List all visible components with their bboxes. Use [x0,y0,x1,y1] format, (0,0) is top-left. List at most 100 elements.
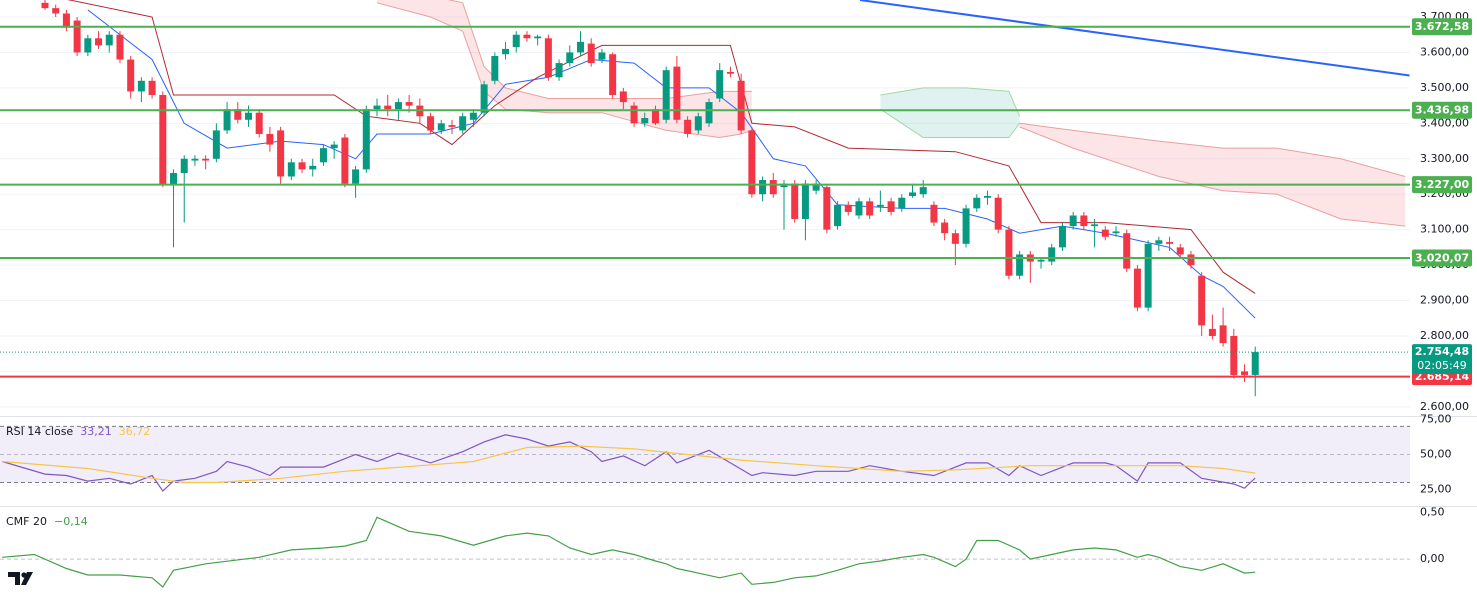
candle-body [502,48,510,55]
candle-body [898,197,906,209]
level-label-box [1412,176,1472,194]
candle-body [919,187,927,195]
candle-body [801,183,809,220]
candle-body [587,43,595,64]
candle-body [137,80,145,92]
cloud-edge [880,87,1021,117]
candle-body [309,165,317,170]
candle-body [1241,371,1249,375]
candle-body [319,148,327,163]
candle-body [941,222,949,234]
candle-body [737,80,745,131]
candle-body [523,34,531,39]
candle-body [1166,242,1174,244]
candle-body [73,20,81,53]
last-price-label: 2.754,48 [1415,345,1469,358]
rsi-band [0,426,1410,483]
candle-body [641,118,649,124]
candle-body [180,158,188,173]
y-tick-label: 3.400,00 [1420,116,1469,129]
level-label: 3.672,58 [1415,20,1469,33]
indicator-value: 33,21 [80,425,112,438]
candle-body [930,204,938,223]
candle-body [116,34,124,60]
y-tick-label: 2.800,00 [1420,329,1469,342]
level-label: 3.227,00 [1415,178,1470,191]
candle-body [1005,229,1013,276]
candle-body [1198,275,1206,326]
candle-body [630,105,638,124]
cloud-edge [447,0,752,99]
candle-body [823,187,831,230]
candle-body [212,130,220,159]
cloud-edge [880,108,1020,138]
candle-body [255,112,263,134]
candle-body [341,137,349,184]
indicator-value: 36,72 [119,425,151,438]
candle-body [52,8,60,14]
y-tick-label: 3.600,00 [1420,45,1469,58]
candle-body [662,70,670,120]
candle-body [983,195,991,198]
candle-body [887,201,895,212]
y-tick-label: 3.100,00 [1420,223,1469,236]
y-tick-label: 2.900,00 [1420,294,1469,307]
candle-body [1219,325,1227,344]
candle-body [1080,215,1088,227]
candle-body [1230,335,1238,375]
candle-body [427,116,435,131]
candle-body [855,201,863,216]
indicator-value: −0,14 [54,515,88,528]
indicator-title: RSI 14 close [6,425,73,438]
candle-body [651,109,659,124]
level-label: 3.020,07 [1415,251,1469,264]
candle-body [352,169,360,184]
candle-body [384,105,392,110]
candle-body [609,54,617,95]
candle-body [62,13,70,28]
candle-body [437,123,445,131]
candle-body [1037,259,1045,262]
candle-body [1176,247,1184,255]
candle-body [298,162,306,170]
candle-body [962,208,970,244]
candle-body [1048,247,1056,262]
candle-body [105,34,113,46]
candle-body [148,80,156,95]
candle-body [876,204,884,207]
candle-body [866,201,874,216]
candle-body [373,105,381,110]
candle-body [534,36,542,39]
candle-body [469,112,477,120]
candle-body [1091,224,1099,227]
plot-area [0,0,1410,588]
logo [8,572,33,585]
candle-body [1208,328,1216,336]
y-tick-label: 0,50 [1420,506,1445,519]
candle-body [1155,240,1163,244]
candle-body [769,180,777,195]
candle-body [1251,352,1259,375]
candle-body [619,91,627,103]
candle-body [1016,254,1024,276]
y-tick-label: 25,00 [1420,483,1452,496]
candle-body [759,180,767,195]
y-tick-label: 3.300,00 [1420,152,1469,165]
candle-body [159,94,167,186]
candle-body [512,34,520,48]
candle-body [405,102,413,106]
candle-body [127,59,135,92]
candle-body [287,162,295,177]
candle-body [716,70,724,99]
level-label-box [1412,18,1472,36]
cloud [377,0,752,138]
candle-body [844,204,852,212]
candle-body [566,52,574,64]
candle-body [491,55,499,81]
candle-body [448,125,456,127]
indicator-line [2,445,1256,484]
cloud-edge [1019,122,1406,177]
candle-body [973,197,981,209]
candle-body [673,66,681,120]
candle-body [480,84,488,113]
